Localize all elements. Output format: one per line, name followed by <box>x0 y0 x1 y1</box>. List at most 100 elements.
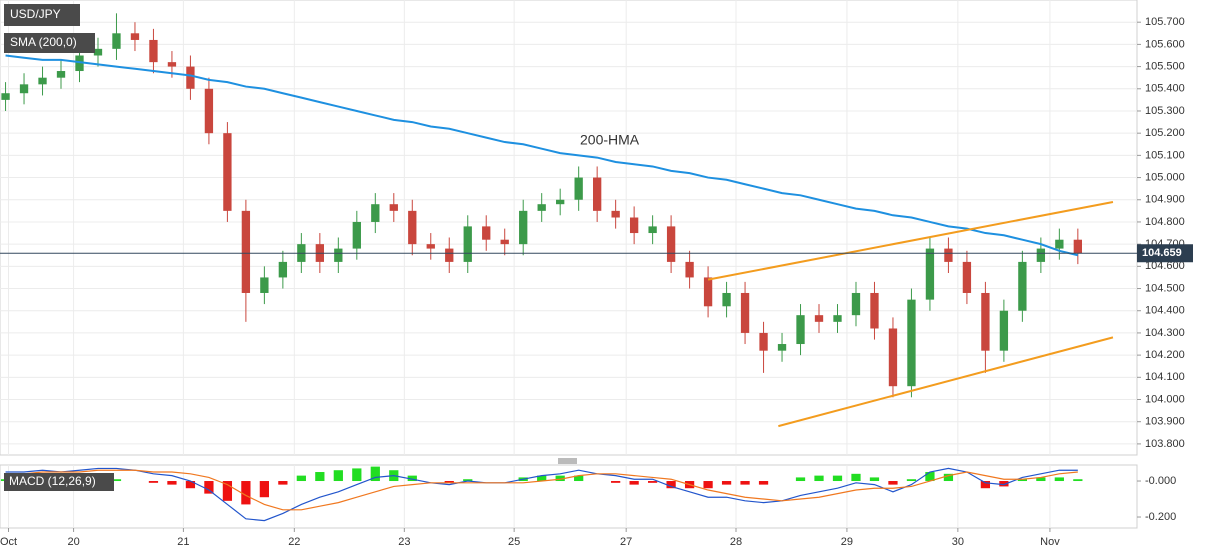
candle-body <box>611 210 620 218</box>
candle-body <box>1018 261 1027 311</box>
candle-body <box>75 55 84 72</box>
candle-body <box>944 248 953 262</box>
candle-body <box>38 77 47 85</box>
y-tick-label: 103.900 <box>1145 416 1185 428</box>
candle-body <box>907 299 916 387</box>
macd-histogram-bar <box>1073 479 1083 482</box>
candle-body <box>241 210 251 293</box>
macd-histogram-bar <box>999 481 1009 487</box>
macd-histogram-bar <box>463 479 473 482</box>
macd-histogram-bar <box>241 481 251 505</box>
y-tick-label: 104.100 <box>1145 371 1185 383</box>
candle-body <box>1 93 10 100</box>
x-tick-label: Nov <box>1040 536 1060 548</box>
macd-histogram-bar <box>148 481 159 483</box>
x-tick-label: 21 <box>177 536 189 548</box>
macd-histogram-bar <box>703 481 713 489</box>
macd-histogram-bar <box>315 472 325 482</box>
macd-histogram-bar <box>629 481 639 485</box>
y-tick-label: 104.200 <box>1145 349 1185 361</box>
candle-body <box>999 310 1009 351</box>
candle-body <box>1055 239 1064 249</box>
macd-histogram-bar <box>111 479 122 482</box>
y-tick-label: 105.000 <box>1145 171 1185 183</box>
candle-body <box>408 210 417 245</box>
candle-body <box>537 204 546 211</box>
candle-body <box>759 332 768 351</box>
candle-body <box>629 217 639 234</box>
macd-panel <box>0 464 1138 529</box>
macd-histogram-bar <box>814 475 824 482</box>
macd-histogram-bar <box>204 481 214 494</box>
y-tick-label: 105.200 <box>1145 127 1185 139</box>
macd-histogram-bar <box>943 473 954 482</box>
x-tick-label: 29 <box>841 536 853 548</box>
y-tick-label: 104.400 <box>1145 305 1185 317</box>
macd-histogram-bar <box>574 475 584 482</box>
candle-body <box>1036 248 1046 262</box>
x-tick-label: 30 <box>952 536 964 548</box>
indicator-label: SMA (200,0) <box>10 35 77 49</box>
trend-line <box>707 200 1114 281</box>
candle-body <box>796 315 805 345</box>
candle-body <box>592 177 602 211</box>
candle-body <box>56 71 66 78</box>
candle-body <box>260 277 269 293</box>
macd-histogram-bar <box>740 481 750 485</box>
macd-histogram-bar <box>407 475 417 482</box>
candle-body <box>666 226 676 262</box>
candle-body <box>685 261 694 278</box>
y-tick-label: 104.300 <box>1145 327 1185 339</box>
macd-histogram-bar <box>795 477 806 482</box>
candle-body <box>186 66 195 89</box>
candle-body <box>777 344 787 351</box>
macd-histogram-bar <box>721 481 732 485</box>
hma-label: 200-HMA <box>580 132 640 148</box>
x-tick-label: 25 <box>508 536 520 548</box>
macd-label: MACD (12,26,9) <box>9 474 96 488</box>
macd-histogram-bar <box>869 477 880 482</box>
candle-body <box>925 248 935 300</box>
y-tick-label: 104.900 <box>1145 194 1185 206</box>
macd-histogram-bar <box>185 481 196 489</box>
macd-histogram-bar <box>444 481 454 483</box>
candle-body <box>426 244 435 249</box>
macd-histogram-bar <box>832 475 843 482</box>
candle-body <box>167 62 177 67</box>
candle-body <box>851 292 861 316</box>
macd-histogram-bar <box>278 481 288 485</box>
last-price-label: 104.659 <box>1142 247 1182 259</box>
panel-handle[interactable] <box>558 458 577 464</box>
macd-histogram-bar <box>222 481 233 501</box>
last-price-box <box>1137 244 1193 263</box>
macd-histogram-bar <box>1036 477 1046 482</box>
candle-body <box>1073 239 1082 254</box>
y-tick-label: 105.500 <box>1145 60 1185 72</box>
candle-body <box>223 133 232 211</box>
x-tick-label: 22 <box>288 536 300 548</box>
candle-body <box>352 221 361 249</box>
symbol-label: USD/JPY <box>10 7 61 21</box>
candle-body <box>814 315 824 322</box>
x-tick-label: Oct <box>0 536 17 548</box>
macd-histogram-bar <box>611 481 621 483</box>
candle-body <box>648 226 657 234</box>
x-tick-label: 28 <box>730 536 742 548</box>
candle-body <box>740 292 750 333</box>
macd-histogram-bar <box>537 475 547 482</box>
candle-body <box>130 33 140 40</box>
y-tick-label: 105.400 <box>1145 83 1185 95</box>
candle-body <box>389 204 398 211</box>
candle-body <box>962 261 972 293</box>
y-tick-label: 105.300 <box>1145 105 1185 117</box>
y-tick-label: 104.600 <box>1145 260 1185 272</box>
macd-histogram-bar <box>647 481 658 483</box>
candle-body <box>556 199 565 205</box>
candle-body <box>93 48 103 56</box>
candle-body <box>574 177 583 200</box>
macd-histogram-bar <box>980 481 991 489</box>
y-tick-label: -0.000 <box>1145 475 1176 487</box>
macd-histogram-bar <box>370 466 380 482</box>
candle-body <box>703 277 713 307</box>
